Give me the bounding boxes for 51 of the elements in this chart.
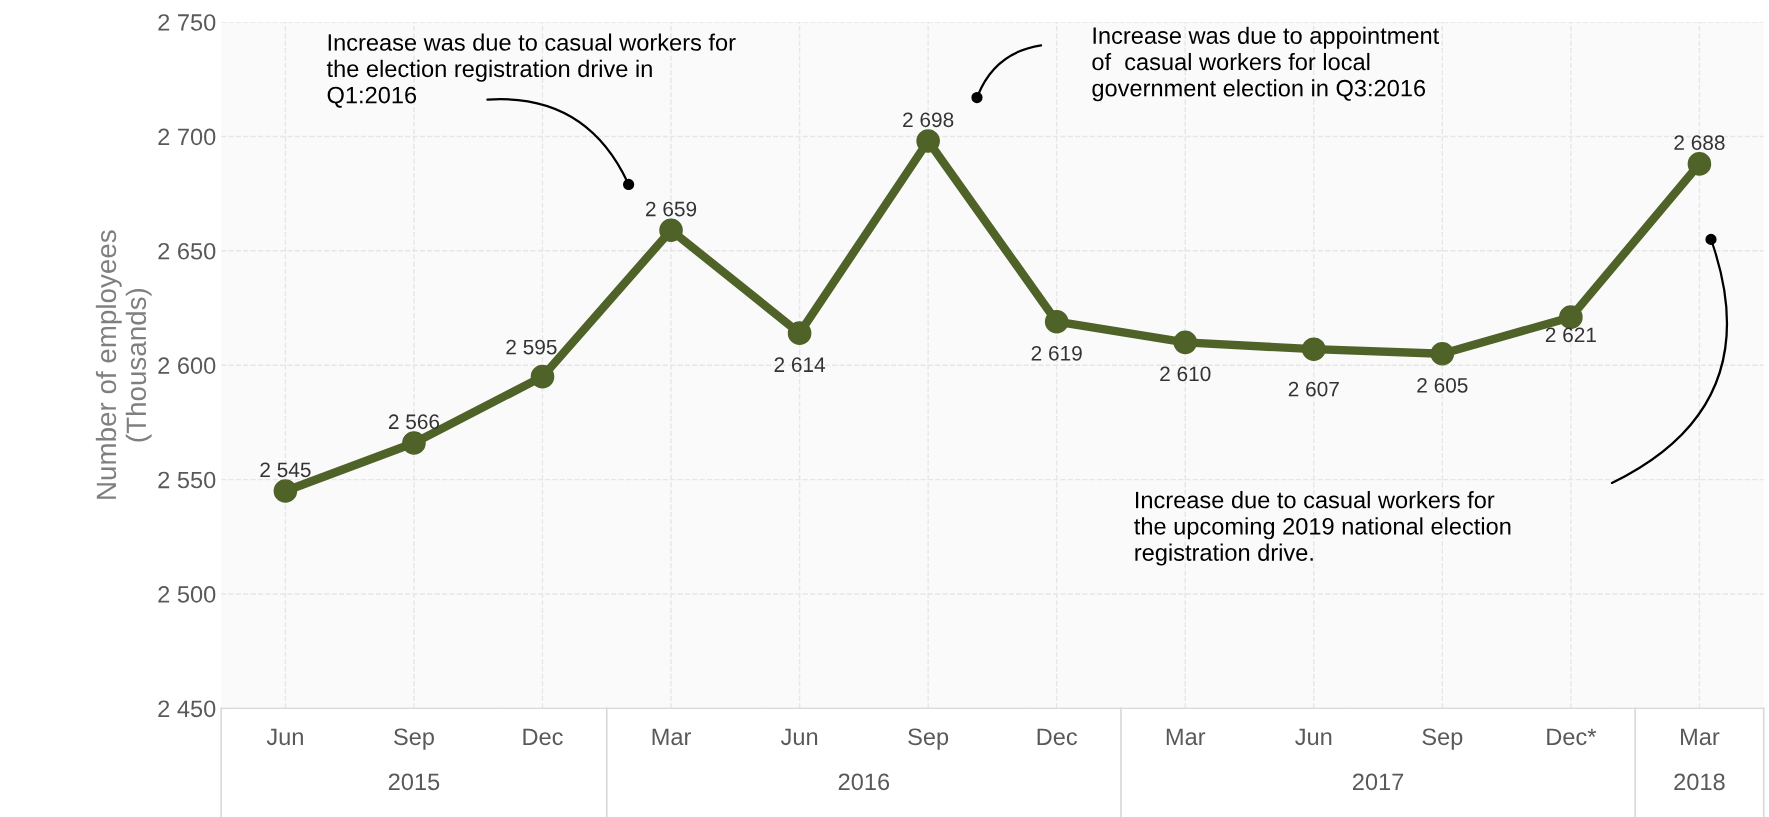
x-tick-label: Dec xyxy=(523,728,563,746)
point xyxy=(916,129,940,153)
annotation: Increase due to casual workers for the upcoming 2019 national election registration drive. xyxy=(1134,491,1511,566)
data-label: 2 698 xyxy=(903,112,954,128)
data-label: 2 659 xyxy=(646,201,697,217)
y-tick-label: 2 700 xyxy=(158,128,216,146)
point xyxy=(1044,309,1069,334)
data-label: 2 595 xyxy=(506,339,557,355)
data-label: 2 621 xyxy=(1545,327,1596,343)
text: 2016 xyxy=(838,773,890,791)
point xyxy=(659,218,683,243)
data-label: 2 619 xyxy=(1031,345,1082,361)
point xyxy=(1559,305,1583,329)
x-tick-label: Mar xyxy=(1681,728,1720,746)
y-tick-label: 2 600 xyxy=(158,357,216,374)
data-label: 2 566 xyxy=(388,414,440,430)
x-tick-label: Jun xyxy=(266,728,303,746)
x-tick-label: Jun xyxy=(1295,728,1332,746)
text: 2017 xyxy=(1352,773,1404,791)
x-tick-label: Mar xyxy=(1166,728,1206,746)
data-label: 2 607 xyxy=(1288,381,1339,397)
y-tick-label: 2 450 xyxy=(158,700,216,718)
x-tick-label: Dec* xyxy=(1547,728,1597,746)
annotation: Increase was due to appointment of casual workers for local government election in Q3:2016 xyxy=(1092,26,1440,102)
y-tick-label: 2 550 xyxy=(158,471,216,489)
data-label: 2 545 xyxy=(260,462,311,478)
data-label: 2 688 xyxy=(1674,135,1725,151)
x-tick-label: Mar xyxy=(652,728,691,746)
data-label: 2 614 xyxy=(774,357,826,373)
y-tick-label: 2 500 xyxy=(158,586,216,603)
data-label: 2 605 xyxy=(1417,377,1468,393)
point xyxy=(787,321,812,345)
x-tick-label: Sep xyxy=(394,728,434,750)
x-tick-label: Dec xyxy=(1037,728,1078,746)
point xyxy=(530,364,555,389)
y-tick-label: 2 750 xyxy=(158,14,216,31)
text: 2015 xyxy=(388,773,440,791)
point xyxy=(1687,152,1712,176)
text: 2018 xyxy=(1674,773,1725,791)
point xyxy=(1173,330,1198,355)
data-label: 2 610 xyxy=(1160,366,1211,382)
y-tick-label: 2 650 xyxy=(158,242,216,260)
point xyxy=(1430,341,1455,366)
x-tick-label: Jun xyxy=(780,728,818,746)
x-tick-label: Sep xyxy=(908,728,949,750)
annotation: Increase was due to casual workers for the election registration drive in Q1:2016 xyxy=(326,33,736,108)
y-axis-title: Number of employees (Thousands) xyxy=(95,230,152,499)
point xyxy=(1301,337,1326,361)
point xyxy=(273,479,298,503)
x-tick-label: Sep xyxy=(1422,728,1463,750)
point xyxy=(402,431,426,455)
